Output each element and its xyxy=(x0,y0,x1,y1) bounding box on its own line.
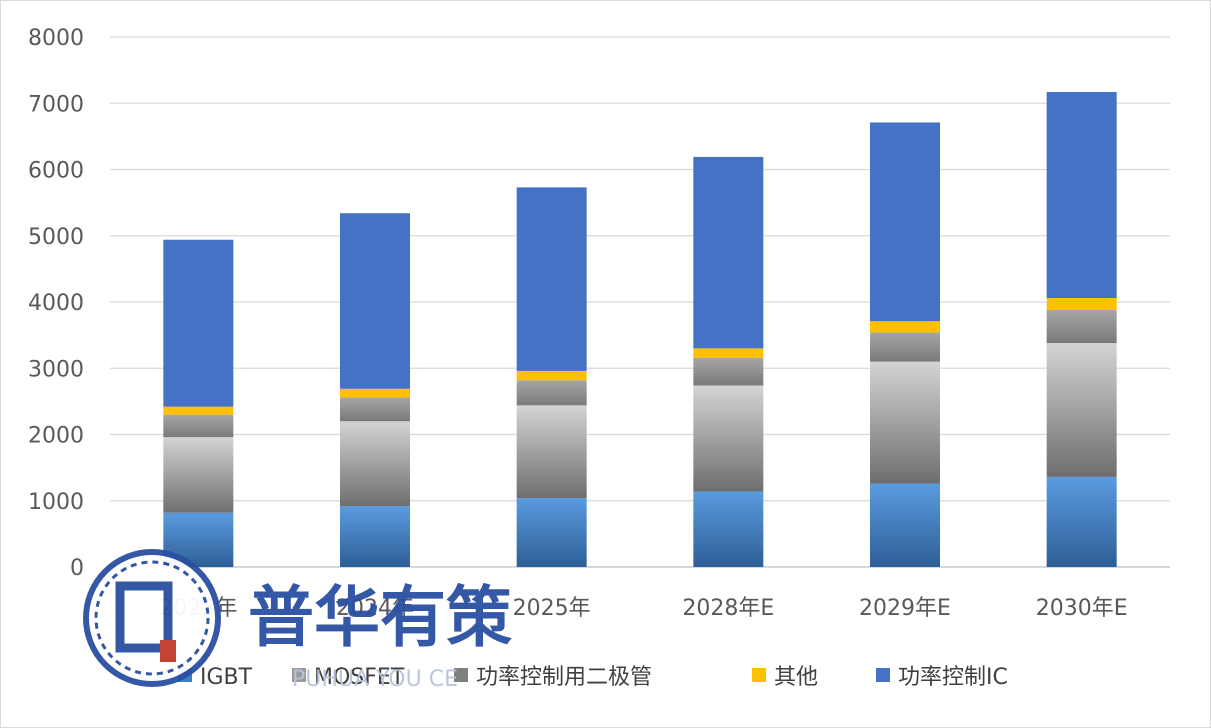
legend-item: MOSFET xyxy=(292,665,405,690)
bar-segment-其他 xyxy=(516,370,587,381)
y-tick-label: 6000 xyxy=(28,159,84,184)
bar-segment-功率控制IC xyxy=(693,156,764,349)
y-tick-label: 7000 xyxy=(28,92,84,117)
bars xyxy=(163,91,1117,567)
y-axis-ticks: 0 1000 2000 3000 4000 5000 6000 7000 8000 xyxy=(28,26,84,581)
bar-segment-功率控制用二极管 xyxy=(163,414,234,438)
bar-segment-功率控制IC xyxy=(163,239,234,407)
y-tick-label: 4000 xyxy=(28,291,84,316)
bar-segment-IGBT xyxy=(340,506,410,567)
bar-segment-MOSFET xyxy=(516,405,587,499)
bar-segment-IGBT xyxy=(516,498,587,567)
legend-label: 功率控制用二极管 xyxy=(476,665,652,690)
watermark-subtext: PUHUA YOU CE xyxy=(292,667,458,692)
bar-segment-其他 xyxy=(340,388,410,398)
bar-segment-功率控制用二极管 xyxy=(1046,309,1117,344)
watermark: 普华有策 PUHUA YOU CE xyxy=(83,549,512,692)
legend-item: 功率控制用二极管 xyxy=(454,665,652,690)
legend-label: 其他 xyxy=(774,665,818,690)
bar-segment-功率控制用二极管 xyxy=(693,357,764,386)
bar-segment-IGBT xyxy=(693,491,764,567)
bar-segment-功率控制用二极管 xyxy=(340,397,410,422)
legend-swatch xyxy=(454,668,468,682)
bar-segment-功率控制IC xyxy=(870,122,940,322)
bar-segment-功率控制IC xyxy=(340,213,410,389)
y-tick-label: 8000 xyxy=(28,26,84,51)
bar-segment-MOSFET xyxy=(340,421,410,507)
bar-segment-其他 xyxy=(163,406,234,415)
y-tick-label: 0 xyxy=(70,556,84,581)
x-tick-label: 2030年E xyxy=(1036,596,1128,621)
bar-segment-功率控制IC xyxy=(516,187,587,371)
legend-item: 其他 xyxy=(752,665,818,690)
y-tick-label: 3000 xyxy=(28,357,84,382)
gridlines xyxy=(110,36,1170,568)
bar-segment-IGBT xyxy=(1046,476,1117,567)
x-tick-label: 2028年E xyxy=(682,596,774,621)
legend-label: 功率控制IC xyxy=(898,665,1008,690)
x-tick-label: 2029年E xyxy=(859,596,951,621)
legend-swatch xyxy=(292,668,306,682)
legend: IGBT MOSFET 功率控制用二极管 其他 功率控制IC xyxy=(178,665,1008,690)
legend-label: IGBT xyxy=(200,665,253,690)
bar-segment-IGBT xyxy=(870,483,940,567)
bar-segment-MOSFET xyxy=(693,385,764,492)
y-tick-label: 1000 xyxy=(28,490,84,515)
legend-swatch xyxy=(752,668,766,682)
bar-segment-MOSFET xyxy=(1046,343,1117,477)
y-tick-label: 2000 xyxy=(28,424,84,449)
y-tick-label: 5000 xyxy=(28,225,84,250)
bar-segment-MOSFET xyxy=(870,361,940,484)
watermark-logo-icon xyxy=(83,549,221,687)
bar-segment-功率控制用二极管 xyxy=(516,380,587,406)
watermark-text: 普华有策 xyxy=(248,579,512,656)
x-tick-label: 2025年 xyxy=(513,596,591,621)
bar-segment-其他 xyxy=(693,348,764,358)
bar-segment-功率控制用二极管 xyxy=(870,332,940,362)
bar-segment-功率控制IC xyxy=(1046,91,1117,299)
legend-item: 功率控制IC xyxy=(876,665,1008,690)
legend-swatch xyxy=(876,668,890,682)
bar-segment-其他 xyxy=(870,321,940,333)
bar-segment-MOSFET xyxy=(163,437,234,513)
legend-label: MOSFET xyxy=(314,665,405,690)
bar-segment-其他 xyxy=(1046,298,1117,310)
x-tick-label: 2024年 xyxy=(336,596,414,621)
